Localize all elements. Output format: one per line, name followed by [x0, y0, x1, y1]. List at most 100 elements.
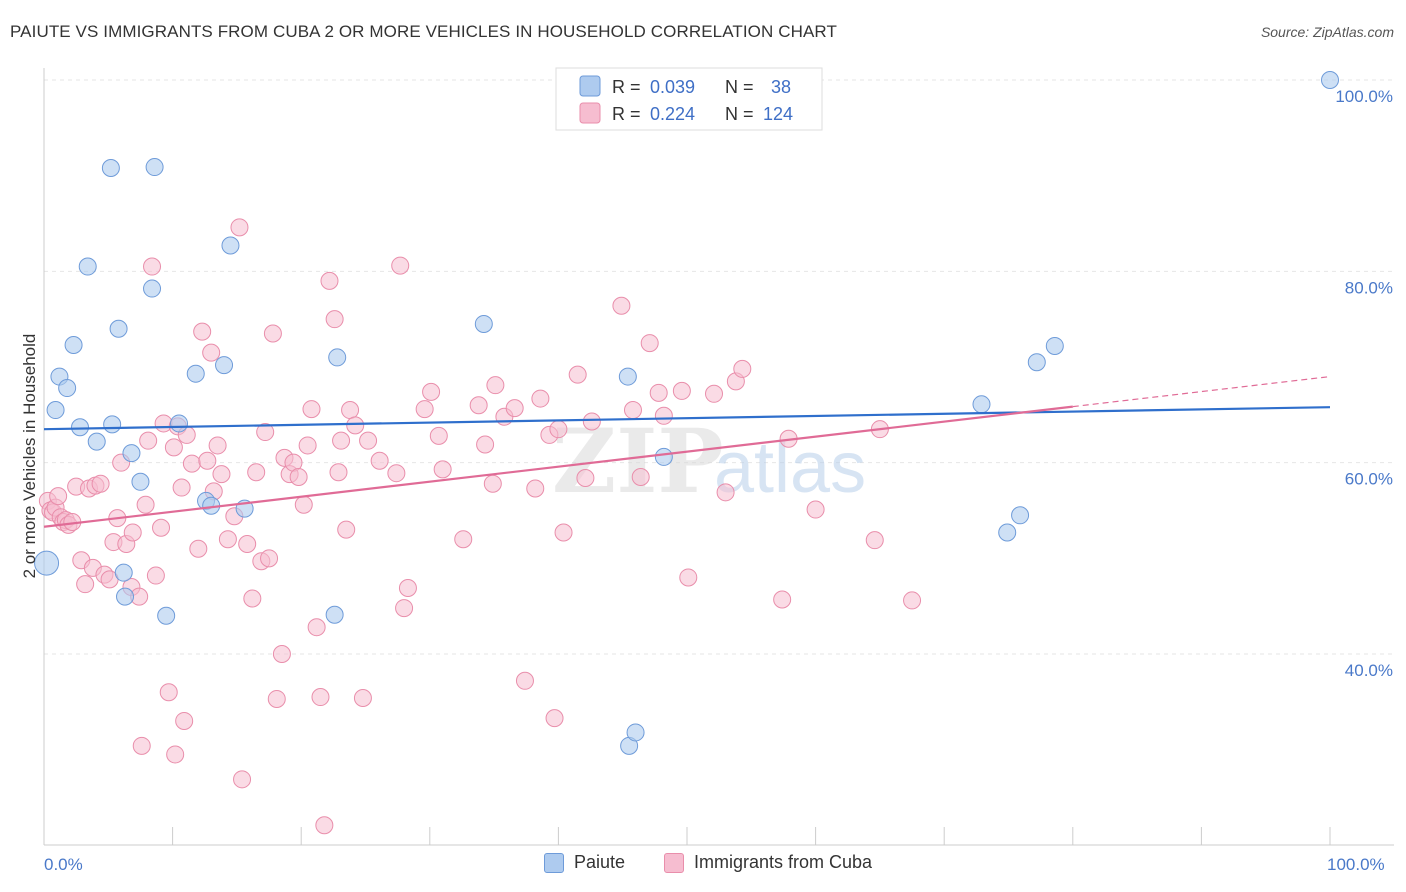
data-point-cuba	[320, 271, 339, 290]
chart-title: PAIUTE VS IMMIGRANTS FROM CUBA 2 OR MORE…	[10, 22, 837, 41]
legend-r-label-1: R =	[612, 77, 641, 97]
data-point-paiute	[145, 158, 164, 177]
data-point-paiute	[109, 319, 128, 338]
bottom-legend-paiute: Paiute	[544, 852, 625, 873]
data-point-cuba	[531, 389, 550, 408]
legend-n-label-2: N =	[725, 104, 754, 124]
data-point-paiute	[998, 523, 1017, 542]
data-point-cuba	[91, 474, 110, 493]
series-paiute	[34, 71, 1339, 755]
data-point-cuba	[307, 618, 326, 637]
data-point-cuba	[773, 590, 792, 609]
data-point-paiute	[221, 236, 240, 255]
data-point-paiute	[1027, 353, 1046, 372]
data-point-paiute	[618, 367, 637, 386]
data-point-paiute	[626, 723, 645, 742]
trend-line-cuba-extension	[1072, 375, 1331, 408]
data-point-paiute	[101, 159, 120, 178]
data-point-cuba	[182, 454, 201, 473]
data-point-cuba	[387, 464, 406, 483]
data-point-paiute	[1321, 71, 1339, 89]
data-point-cuba	[631, 468, 650, 487]
trend-lines	[43, 375, 1331, 528]
legend-n-value-2: 124	[763, 104, 793, 124]
data-point-cuba	[329, 463, 348, 482]
data-point-cuba	[294, 495, 313, 514]
data-point-cuba	[679, 568, 698, 587]
data-point-paiute	[58, 379, 77, 398]
data-point-cuba	[193, 322, 212, 341]
data-point-paiute	[157, 606, 176, 625]
data-point-cuba	[139, 431, 158, 450]
data-point-cuba	[353, 689, 372, 708]
legend-r-value-1: 0.039	[650, 77, 695, 97]
legend-r-value-2: 0.224	[650, 104, 695, 124]
data-point-cuba	[172, 478, 191, 497]
data-point-cuba	[515, 671, 534, 690]
data-point-paiute	[87, 432, 106, 451]
data-point-paiute	[34, 550, 60, 576]
data-point-cuba	[267, 689, 286, 708]
data-point-paiute	[215, 356, 234, 375]
legend-n-label-1: N =	[725, 77, 754, 97]
y-tick-label: 80.0%	[1345, 278, 1393, 297]
data-point-cuba	[454, 530, 473, 549]
legend-box: R = 0.039 N = 38 R = 0.224 N = 124	[555, 67, 823, 131]
data-point-cuba	[486, 376, 505, 395]
data-point-cuba	[332, 431, 351, 450]
data-point-cuba	[146, 566, 165, 585]
data-point-cuba	[865, 531, 884, 550]
data-point-cuba	[132, 736, 151, 755]
bottom-legend-swatch-cuba	[664, 852, 684, 873]
data-point-paiute	[654, 447, 673, 466]
gridlines	[44, 79, 1394, 655]
bottom-legend-swatch-paiute	[544, 852, 564, 873]
data-point-cuba	[136, 495, 155, 514]
data-point-cuba	[238, 534, 257, 553]
data-point-cuba	[212, 465, 231, 484]
data-point-paiute	[1011, 506, 1030, 525]
data-point-cuba	[243, 589, 262, 608]
x-tick-min: 0.0%	[44, 855, 83, 874]
data-point-cuba	[359, 431, 378, 450]
data-point-paiute	[1045, 336, 1064, 355]
data-point-cuba	[346, 416, 365, 435]
data-point-paiute	[474, 314, 493, 333]
data-point-cuba	[315, 816, 334, 835]
data-point-cuba	[230, 218, 249, 237]
data-point-cuba	[903, 591, 922, 610]
data-point-paiute	[325, 605, 344, 624]
y-tick-label: 60.0%	[1345, 470, 1393, 489]
data-point-cuba	[49, 487, 68, 506]
source-label: Source: ZipAtlas.com	[1260, 24, 1394, 40]
data-point-cuba	[272, 645, 291, 663]
x-tick-max: 100.0%	[1327, 855, 1385, 874]
data-point-paiute	[170, 414, 189, 433]
trend-line-cuba	[43, 405, 1073, 528]
data-point-paiute	[972, 395, 991, 414]
data-point-cuba	[233, 770, 252, 789]
data-point-cuba	[256, 423, 275, 442]
data-point-cuba	[311, 688, 330, 707]
data-point-paiute	[328, 348, 347, 367]
data-point-cuba	[549, 420, 568, 439]
legend-r-label-2: R =	[612, 104, 641, 124]
data-point-cuba	[202, 343, 221, 362]
data-point-cuba	[476, 435, 495, 454]
data-point-cuba	[554, 523, 573, 542]
bottom-legend: Paiute Immigrants from Cuba	[0, 852, 1406, 878]
data-point-paiute	[186, 364, 205, 383]
data-point-cuba	[208, 436, 227, 455]
data-point-cuba	[612, 296, 631, 315]
data-point-cuba	[705, 384, 724, 403]
data-point-cuba	[302, 400, 321, 419]
bottom-legend-cuba: Immigrants from Cuba	[664, 852, 872, 873]
data-point-cuba	[806, 500, 825, 519]
data-point-cuba	[337, 520, 356, 539]
data-point-cuba	[175, 711, 194, 730]
data-point-cuba	[289, 468, 308, 487]
data-point-cuba	[325, 310, 344, 329]
data-point-cuba	[143, 257, 162, 276]
data-point-cuba	[545, 709, 564, 728]
